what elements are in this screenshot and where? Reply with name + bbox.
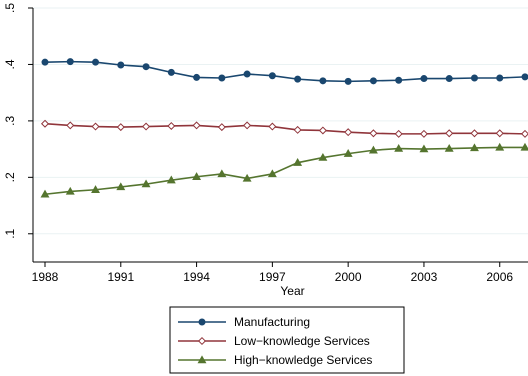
- legend: Manufacturing Low−knowledge Services High−…: [169, 306, 405, 374]
- data-point: [166, 175, 176, 184]
- data-point: [243, 121, 252, 130]
- legend-marker: [197, 336, 207, 346]
- x-tick-label: 1994: [183, 270, 210, 284]
- data-point: [470, 74, 478, 82]
- series-0: [41, 58, 528, 85]
- grid-lines: [33, 7, 528, 235]
- data-point: [141, 179, 151, 188]
- data-point: [520, 129, 528, 138]
- data-point: [318, 126, 327, 135]
- y-tick-label: .5: [3, 3, 17, 13]
- data-point: [344, 128, 353, 137]
- data-point: [369, 129, 378, 138]
- legend-marker: [197, 355, 207, 364]
- x-tick-label: 2003: [411, 270, 438, 284]
- x-tick-label: 2000: [335, 270, 362, 284]
- x-tick-label: 1997: [259, 270, 286, 284]
- data-point: [496, 74, 504, 82]
- data-point: [167, 121, 176, 130]
- x-tick-label: 1991: [107, 270, 134, 284]
- data-point: [419, 144, 429, 153]
- data-point: [445, 75, 453, 83]
- data-point: [142, 122, 151, 131]
- data-point: [41, 58, 49, 66]
- data-point: [318, 152, 328, 161]
- data-point: [419, 129, 428, 138]
- data-point: [217, 123, 226, 132]
- legend-box: [169, 306, 405, 374]
- legend-label: Low−knowledge Services: [234, 334, 370, 348]
- series-2: [40, 142, 528, 198]
- data-point: [243, 70, 251, 78]
- legend-item: Low−knowledge Services: [178, 334, 370, 348]
- data-point: [192, 121, 201, 130]
- y-tick-label: .4: [3, 59, 17, 69]
- data-point: [394, 143, 404, 152]
- data-point: [420, 75, 428, 83]
- data-point: [218, 74, 226, 82]
- data-point: [470, 129, 479, 138]
- data-point: [66, 58, 74, 66]
- data-point: [40, 189, 50, 198]
- data-point: [193, 73, 201, 81]
- data-point: [444, 143, 454, 152]
- y-tick-label: .3: [3, 116, 17, 126]
- data-point: [520, 142, 528, 151]
- data-point: [65, 186, 75, 195]
- data-point: [319, 77, 327, 85]
- x-tick-label: 1988: [32, 270, 59, 284]
- data-point: [495, 142, 505, 151]
- data-point: [167, 68, 175, 76]
- data-point: [343, 149, 353, 157]
- data-point: [268, 72, 276, 80]
- data-point: [368, 145, 378, 154]
- data-point: [116, 182, 126, 191]
- series-line: [44, 60, 526, 83]
- data-point: [445, 129, 454, 138]
- legend-marker: [198, 318, 206, 326]
- data-point: [293, 158, 303, 166]
- data-point: [217, 169, 227, 178]
- axes: .1 .2 .3 .4 .5 1988 1991 1994 1997 2000 2003 2006: [3, 3, 528, 284]
- data-point: [242, 173, 252, 182]
- legend-label: Manufacturing: [234, 315, 310, 329]
- data-point: [521, 73, 528, 81]
- data-point: [116, 123, 125, 132]
- data-point: [142, 63, 150, 71]
- data-point: [294, 75, 302, 83]
- legend-item: Manufacturing: [178, 315, 310, 329]
- x-tick-label: 2006: [486, 270, 513, 284]
- series-group: [40, 58, 528, 198]
- series-line: [44, 122, 526, 135]
- data-point: [395, 76, 403, 84]
- data-point: [268, 122, 277, 131]
- data-point: [117, 61, 125, 69]
- data-point: [470, 143, 479, 152]
- data-point: [92, 58, 100, 66]
- data-point: [192, 172, 202, 180]
- data-point: [394, 129, 403, 138]
- series-line: [44, 146, 525, 196]
- data-point: [91, 185, 100, 193]
- data-point: [344, 77, 352, 85]
- y-tick-label: .1: [3, 228, 17, 238]
- data-point: [293, 125, 302, 134]
- data-point: [495, 129, 504, 138]
- y-tick-label: .2: [3, 172, 17, 182]
- data-point: [91, 122, 100, 131]
- data-point: [267, 169, 277, 178]
- series-1: [40, 119, 528, 138]
- data-point: [369, 77, 377, 85]
- data-point: [40, 119, 50, 128]
- x-axis-title: Year: [280, 284, 304, 298]
- legend-label: High−knowledge Services: [234, 353, 372, 367]
- legend-item: High−knowledge Services: [178, 353, 372, 367]
- data-point: [66, 121, 75, 130]
